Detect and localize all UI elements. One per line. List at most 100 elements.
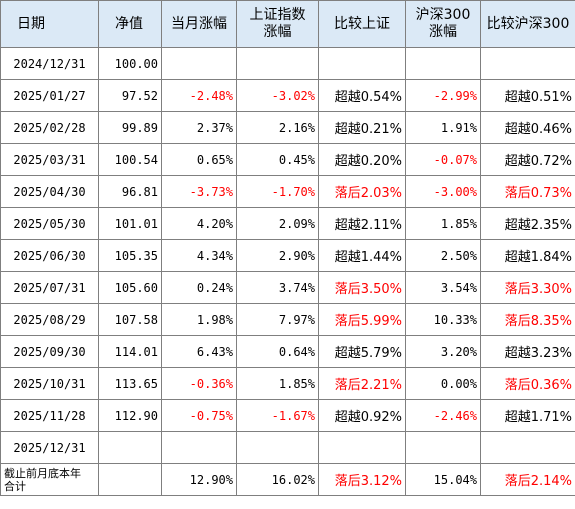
cell-hs [405,431,481,464]
header-hs300-change: 沪深300 涨幅 [405,0,481,48]
cell-date: 2024/12/31 [0,47,99,80]
table-row: 2025/11/28 112.90 -0.75% -1.67% 超越0.92% -2.46… [0,399,575,432]
cell-month: -2.48% [161,79,237,112]
cell-month: 6.43% [161,335,237,368]
cell-month: 4.34% [161,239,237,272]
cell-cmp-hs: 超越3.23% [480,335,575,368]
cell-sh: 7.97% [236,303,319,336]
cell-nav: 97.52 [98,79,162,112]
cell-month: -0.75% [161,399,237,432]
cell-cmp-hs: 落后0.73% [480,175,575,208]
table-row: 2025/10/31 113.65 -0.36% 1.85% 落后2.21% 0.00% 落… [0,367,575,400]
cell-sh: -3.02% [236,79,319,112]
table-row: 2025/08/29 107.58 1.98% 7.97% 落后5.99% 10.33% 落… [0,303,575,336]
cell-hs: 3.20% [405,335,481,368]
cell-cmp-sh: 落后3.50% [318,271,406,304]
table-body: 2024/12/31 100.00 2025/01/27 97.52 -2.48% -3.… [0,47,575,496]
cell-hs: -2.46% [405,399,481,432]
cell-hs: 0.00% [405,367,481,400]
cell-cmp-sh: 超越0.92% [318,399,406,432]
cell-hs: 1.91% [405,111,481,144]
table-row: 2025/12/31 [0,431,575,464]
cell-sh: -1.67% [236,399,319,432]
cell-hs: 15.04% [405,463,481,496]
cell-cmp-sh [318,431,406,464]
cell-month: -0.36% [161,367,237,400]
table-row: 2025/09/30 114.01 6.43% 0.64% 超越5.79% 3.20% 超越… [0,335,575,368]
cell-month [161,47,237,80]
table-row: 2024/12/31 100.00 [0,47,575,80]
cell-date: 截止前月底本年 合计 [0,463,99,496]
cell-date: 2025/03/31 [0,143,99,176]
cell-sh [236,431,319,464]
cell-cmp-sh: 落后2.03% [318,175,406,208]
cell-cmp-sh: 落后3.12% [318,463,406,496]
cell-date: 2025/10/31 [0,367,99,400]
cell-month: 0.24% [161,271,237,304]
cell-nav: 100.00 [98,47,162,80]
table-row: 2025/01/27 97.52 -2.48% -3.02% 超越0.54% -2.99%… [0,79,575,112]
cell-cmp-sh: 超越0.54% [318,79,406,112]
header-compare-shanghai: 比较上证 [318,0,406,48]
table-row: 2025/02/28 99.89 2.37% 2.16% 超越0.21% 1.91% 超越0… [0,111,575,144]
cell-nav: 96.81 [98,175,162,208]
cell-cmp-hs: 落后0.36% [480,367,575,400]
cell-date: 2025/11/28 [0,399,99,432]
cell-hs: -2.99% [405,79,481,112]
cell-month [161,431,237,464]
cell-cmp-hs: 落后3.30% [480,271,575,304]
cell-cmp-sh: 落后5.99% [318,303,406,336]
header-compare-hs300: 比较沪深300 [480,0,575,48]
table-row: 2025/07/31 105.60 0.24% 3.74% 落后3.50% 3.54% 落后… [0,271,575,304]
cell-cmp-hs: 超越2.35% [480,207,575,240]
cell-hs: 1.85% [405,207,481,240]
cell-cmp-hs: 超越1.71% [480,399,575,432]
cell-nav: 112.90 [98,399,162,432]
cell-cmp-sh: 超越0.21% [318,111,406,144]
cell-month: 4.20% [161,207,237,240]
cell-date: 2025/08/29 [0,303,99,336]
cell-cmp-sh: 超越2.11% [318,207,406,240]
cell-sh: 16.02% [236,463,319,496]
cell-cmp-hs [480,431,575,464]
cell-month: 0.65% [161,143,237,176]
cell-sh: 3.74% [236,271,319,304]
cell-sh: 0.64% [236,335,319,368]
table-row: 2025/03/31 100.54 0.65% 0.45% 超越0.20% -0.07% 超… [0,143,575,176]
header-hs300-change-label: 沪深300 涨幅 [415,7,471,40]
cell-nav: 101.01 [98,207,162,240]
cell-date: 2025/02/28 [0,111,99,144]
cell-nav: 114.01 [98,335,162,368]
cell-nav [98,463,162,496]
cell-date: 2025/07/31 [0,271,99,304]
cell-sh: 1.85% [236,367,319,400]
cell-hs: 2.50% [405,239,481,272]
cell-month: -3.73% [161,175,237,208]
header-row: 日期 净值 当月涨幅 上证指数 涨幅 比较上证 沪深300 涨幅 比较沪深300 [0,0,575,48]
table-row: 2025/04/30 96.81 -3.73% -1.70% 落后2.03% -3.00%… [0,175,575,208]
cell-date: 2025/12/31 [0,431,99,464]
cell-cmp-hs: 超越0.72% [480,143,575,176]
header-month-change: 当月涨幅 [161,0,237,48]
cell-cmp-hs: 超越1.84% [480,239,575,272]
cell-hs: -3.00% [405,175,481,208]
table-row: 2025/05/30 101.01 4.20% 2.09% 超越2.11% 1.85% 超越… [0,207,575,240]
performance-table: 日期 净值 当月涨幅 上证指数 涨幅 比较上证 沪深300 涨幅 比较沪深300… [0,0,575,496]
cell-cmp-sh: 超越1.44% [318,239,406,272]
cell-hs: 10.33% [405,303,481,336]
cell-nav: 113.65 [98,367,162,400]
cell-cmp-sh [318,47,406,80]
cell-date: 2025/05/30 [0,207,99,240]
cell-nav: 100.54 [98,143,162,176]
cell-hs [405,47,481,80]
cell-month: 2.37% [161,111,237,144]
cell-cmp-sh: 超越0.20% [318,143,406,176]
cell-sh: -1.70% [236,175,319,208]
cell-nav: 105.35 [98,239,162,272]
cell-hs: -0.07% [405,143,481,176]
cell-cmp-sh: 落后2.21% [318,367,406,400]
cell-sh: 2.90% [236,239,319,272]
cell-sh [236,47,319,80]
cell-month: 1.98% [161,303,237,336]
cell-cmp-sh: 超越5.79% [318,335,406,368]
